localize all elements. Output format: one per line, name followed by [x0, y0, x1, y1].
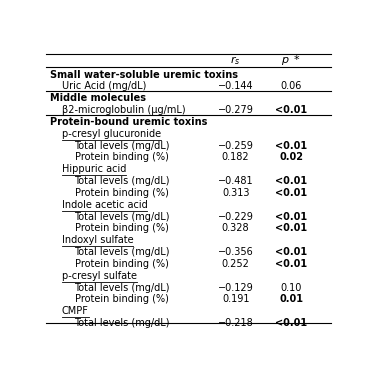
Text: <0.01: <0.01: [275, 141, 307, 150]
Text: $p\ *$: $p\ *$: [281, 53, 301, 67]
Text: Total levels (mg/dL): Total levels (mg/dL): [74, 283, 170, 293]
Text: −0.356: −0.356: [218, 247, 254, 257]
Text: Total levels (mg/dL): Total levels (mg/dL): [74, 318, 170, 328]
Text: <0.01: <0.01: [275, 223, 307, 234]
Text: 0.182: 0.182: [222, 152, 250, 162]
Text: −0.218: −0.218: [218, 318, 254, 328]
Text: −0.481: −0.481: [218, 176, 254, 186]
Text: Small water-soluble uremic toxins: Small water-soluble uremic toxins: [50, 70, 238, 80]
Text: <0.01: <0.01: [275, 211, 307, 222]
Text: 0.313: 0.313: [222, 188, 250, 198]
Text: Total levels (mg/dL): Total levels (mg/dL): [74, 176, 170, 186]
Text: p-cresyl glucuronide: p-cresyl glucuronide: [62, 129, 161, 139]
Text: Uric Acid (mg/dL): Uric Acid (mg/dL): [62, 82, 146, 91]
Text: −0.229: −0.229: [218, 211, 254, 222]
Text: 0.06: 0.06: [280, 82, 302, 91]
Text: 0.01: 0.01: [279, 295, 303, 304]
Text: 0.252: 0.252: [222, 259, 250, 269]
Text: <0.01: <0.01: [275, 247, 307, 257]
Text: <0.01: <0.01: [275, 105, 307, 115]
Text: Protein binding (%): Protein binding (%): [74, 152, 169, 162]
Text: Total levels (mg/dL): Total levels (mg/dL): [74, 141, 170, 150]
Text: Total levels (mg/dL): Total levels (mg/dL): [74, 211, 170, 222]
Text: CMPF: CMPF: [62, 306, 89, 316]
Text: Protein-bound uremic toxins: Protein-bound uremic toxins: [50, 117, 208, 127]
Text: Indole acetic acid: Indole acetic acid: [62, 200, 148, 210]
Text: −0.144: −0.144: [218, 82, 254, 91]
Text: <0.01: <0.01: [275, 259, 307, 269]
Text: <0.01: <0.01: [275, 188, 307, 198]
Text: 0.10: 0.10: [280, 283, 302, 293]
Text: Hippuric acid: Hippuric acid: [62, 164, 126, 174]
Text: <0.01: <0.01: [275, 176, 307, 186]
Text: Indoxyl sulfate: Indoxyl sulfate: [62, 235, 133, 245]
Text: −0.129: −0.129: [218, 283, 254, 293]
Text: p-cresyl sulfate: p-cresyl sulfate: [62, 271, 137, 281]
Text: 0.191: 0.191: [222, 295, 250, 304]
Text: β2-microglobulin (μg/mL): β2-microglobulin (μg/mL): [62, 105, 185, 115]
Text: $r_s$: $r_s$: [230, 54, 241, 67]
Text: 0.02: 0.02: [279, 152, 303, 162]
Text: Protein binding (%): Protein binding (%): [74, 188, 169, 198]
Text: Total levels (mg/dL): Total levels (mg/dL): [74, 247, 170, 257]
Text: Middle molecules: Middle molecules: [50, 93, 146, 103]
Text: Protein binding (%): Protein binding (%): [74, 295, 169, 304]
Text: −0.259: −0.259: [218, 141, 254, 150]
Text: Protein binding (%): Protein binding (%): [74, 223, 169, 234]
Text: −0.279: −0.279: [218, 105, 254, 115]
Text: 0.328: 0.328: [222, 223, 250, 234]
Text: <0.01: <0.01: [275, 318, 307, 328]
Text: Protein binding (%): Protein binding (%): [74, 259, 169, 269]
